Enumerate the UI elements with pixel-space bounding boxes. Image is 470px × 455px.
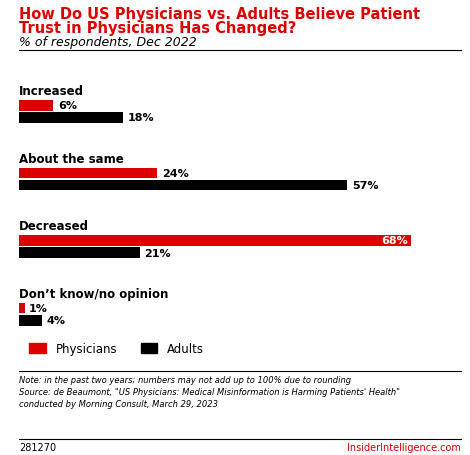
- Text: Don’t know/no opinion: Don’t know/no opinion: [19, 287, 168, 300]
- Bar: [19, 180, 347, 191]
- Bar: [19, 315, 42, 326]
- Text: 18%: 18%: [127, 113, 154, 123]
- Bar: [19, 303, 24, 314]
- Text: How Do US Physicians vs. Adults Believe Patient: How Do US Physicians vs. Adults Believe …: [19, 7, 420, 22]
- Text: Trust in Physicians Has Changed?: Trust in Physicians Has Changed?: [19, 20, 296, 35]
- Bar: [19, 248, 140, 258]
- Text: Increased: Increased: [19, 85, 84, 98]
- Text: About the same: About the same: [19, 152, 124, 166]
- Bar: [19, 113, 123, 124]
- Text: Decreased: Decreased: [19, 220, 89, 233]
- Text: % of respondents, Dec 2022: % of respondents, Dec 2022: [19, 36, 196, 50]
- Bar: [19, 236, 411, 246]
- Text: 281270: 281270: [19, 442, 56, 452]
- Text: 6%: 6%: [58, 101, 77, 111]
- Text: InsiderIntelligence.com: InsiderIntelligence.com: [347, 442, 461, 452]
- Text: Note: in the past two years; numbers may not add up to 100% due to rounding
Sour: Note: in the past two years; numbers may…: [19, 375, 400, 408]
- Text: 68%: 68%: [381, 236, 408, 246]
- Text: 24%: 24%: [162, 168, 188, 178]
- Bar: [19, 168, 157, 179]
- Legend: Physicians, Adults: Physicians, Adults: [25, 338, 208, 360]
- Text: 21%: 21%: [144, 248, 171, 258]
- Bar: [19, 101, 54, 111]
- Text: 1%: 1%: [29, 303, 48, 313]
- Text: 4%: 4%: [47, 315, 65, 325]
- Text: 57%: 57%: [352, 181, 378, 191]
